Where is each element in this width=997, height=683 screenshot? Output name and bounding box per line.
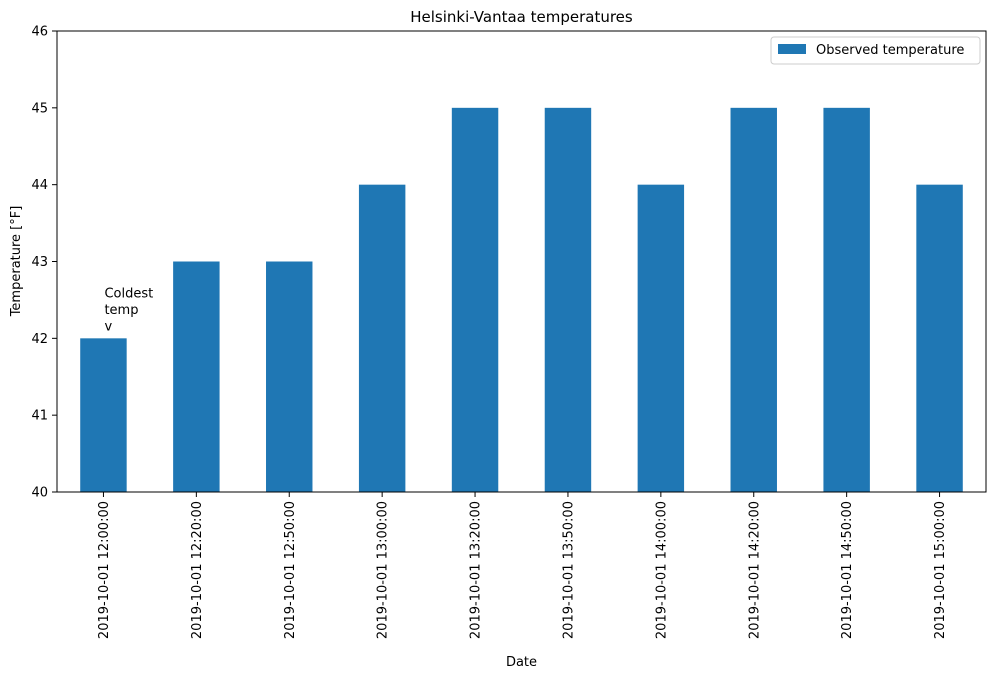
legend-label: Observed temperature bbox=[816, 43, 964, 58]
y-axis-label: Temperature [°F] bbox=[9, 206, 24, 318]
axes-frame bbox=[56, 30, 987, 493]
bar bbox=[916, 184, 963, 493]
legend-box bbox=[770, 36, 981, 65]
bars-group bbox=[80, 107, 963, 493]
x-tick-label: 2019-10-01 13:20:00 bbox=[469, 501, 484, 639]
annotation-text: Coldest bbox=[104, 286, 153, 301]
chart-title: Helsinki-Vantaa temperatures bbox=[410, 8, 633, 26]
bar bbox=[823, 107, 870, 492]
bar bbox=[80, 338, 127, 492]
y-tick-label: 43 bbox=[31, 255, 48, 270]
x-tick-label: 2019-10-01 13:50:00 bbox=[561, 501, 576, 639]
x-tick-label: 2019-10-01 15:00:00 bbox=[933, 501, 948, 639]
x-tick-label: 2019-10-01 12:50:00 bbox=[283, 501, 298, 639]
bar bbox=[266, 261, 313, 492]
x-axis-label: Date bbox=[506, 655, 537, 670]
y-tick-label: 40 bbox=[31, 486, 48, 501]
y-tick-label: 42 bbox=[31, 332, 48, 347]
x-tick-label: 2019-10-01 14:20:00 bbox=[747, 501, 762, 639]
x-tick-label: 2019-10-01 14:00:00 bbox=[654, 501, 669, 639]
x-tick-label: 2019-10-01 14:50:00 bbox=[840, 501, 855, 639]
legend-swatch bbox=[778, 44, 806, 54]
x-tick-label: 2019-10-01 12:20:00 bbox=[190, 501, 205, 639]
bar bbox=[730, 107, 777, 492]
x-tick-label: 2019-10-01 12:00:00 bbox=[97, 501, 112, 639]
bar bbox=[544, 107, 592, 492]
y-ticks-group: 40 41 42 43 44 45 46 bbox=[31, 25, 57, 501]
bar bbox=[358, 184, 406, 493]
y-tick-label: 46 bbox=[31, 25, 48, 40]
legend: Observed temperature bbox=[770, 36, 981, 65]
x-ticks-group: 2019-10-01 12:00:00 2019-10-01 12:20:00 20… bbox=[97, 492, 948, 639]
bar bbox=[173, 261, 220, 492]
bar bbox=[451, 107, 499, 492]
bar bbox=[637, 184, 685, 493]
x-tick-label: 2019-10-01 13:00:00 bbox=[376, 501, 391, 639]
y-tick-label: 45 bbox=[31, 101, 48, 116]
annotation-text: temp bbox=[104, 303, 138, 318]
annotation-text: v bbox=[104, 319, 112, 334]
y-tick-label: 44 bbox=[31, 178, 48, 193]
y-tick-label: 41 bbox=[31, 409, 48, 424]
